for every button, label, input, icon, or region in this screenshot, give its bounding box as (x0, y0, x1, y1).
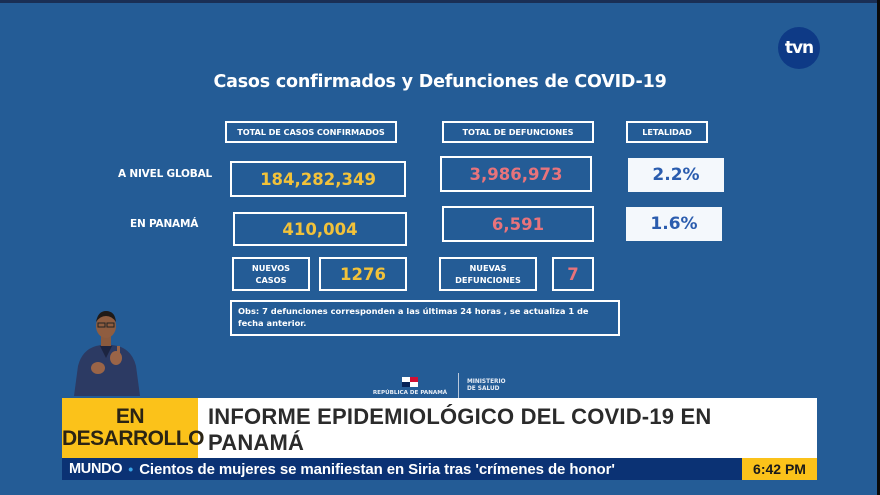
new-cases-value: 1276 (319, 257, 407, 291)
ministry-line2: DE SALUD (467, 386, 500, 392)
ticker-category: MUNDO (69, 461, 123, 477)
new-cases-label: NUEVOS CASOS (232, 257, 310, 291)
republic-block: REPÚBLICA DE PANAMÁ (370, 376, 450, 396)
row-label-global: A NIVEL GLOBAL (118, 168, 213, 180)
new-deaths-label-line1: NUEVAS (469, 263, 507, 273)
frame-edge (877, 0, 880, 495)
header-total-deaths: TOTAL DE DEFUNCIONES (442, 121, 594, 143)
breaking-badge: EN DESARROLLO (62, 398, 205, 458)
divider (458, 373, 459, 399)
badge-line1: EN (115, 405, 145, 428)
new-deaths-label: NUEVAS DEFUNCIONES (439, 257, 537, 291)
clock: 6:42 PM (742, 458, 817, 480)
header-lethality: LETALIDAD (626, 121, 708, 143)
badge-line2: DESARROLLO (62, 427, 205, 450)
news-ticker: MUNDO • Cientos de mujeres se manifiesta… (62, 458, 742, 480)
panama-cases-value: 410,004 (233, 212, 407, 246)
lower-third: EN DESARROLLO INFORME EPIDEMIOLÓGICO DEL… (62, 398, 817, 458)
row-label-panama: EN PANAMÁ (130, 218, 199, 230)
panama-flag-icon (402, 376, 418, 387)
sign-language-interpreter (70, 306, 142, 396)
republic-label: REPÚBLICA DE PANAMÁ (372, 389, 448, 396)
panama-lethality-value: 1.6% (626, 207, 722, 241)
panama-deaths-value: 6,591 (442, 206, 594, 242)
header-total-cases: TOTAL DE CASOS CONFIRMADOS (225, 121, 397, 143)
slide-title: Casos confirmados y Defunciones de COVID… (213, 72, 667, 92)
observation-note: Obs: 7 defunciones corresponden a las úl… (230, 300, 620, 336)
new-cases-label-line2: CASOS (255, 275, 287, 285)
new-deaths-label-line2: DEFUNCIONES (455, 275, 521, 285)
global-lethality-value: 2.2% (628, 158, 724, 192)
ministry-label: MINISTERIO DE SALUD (467, 379, 506, 393)
new-deaths-value: 7 (552, 257, 594, 291)
global-cases-value: 184,282,349 (230, 161, 406, 197)
ministry-line1: MINISTERIO (467, 379, 506, 385)
ticker-news: Cientos de mujeres se manifiestan en Sir… (139, 460, 615, 478)
ministry-footer: REPÚBLICA DE PANAMÁ MINISTERIO DE SALUD (370, 372, 506, 400)
global-deaths-value: 3,986,973 (440, 156, 592, 192)
tvn-logo: tvn (778, 27, 820, 69)
headline: INFORME EPIDEMIOLÓGICO DEL COVID-19 EN P… (208, 404, 712, 455)
new-cases-label-line1: NUEVOS (251, 263, 291, 273)
ticker-separator-icon: • (128, 461, 134, 477)
